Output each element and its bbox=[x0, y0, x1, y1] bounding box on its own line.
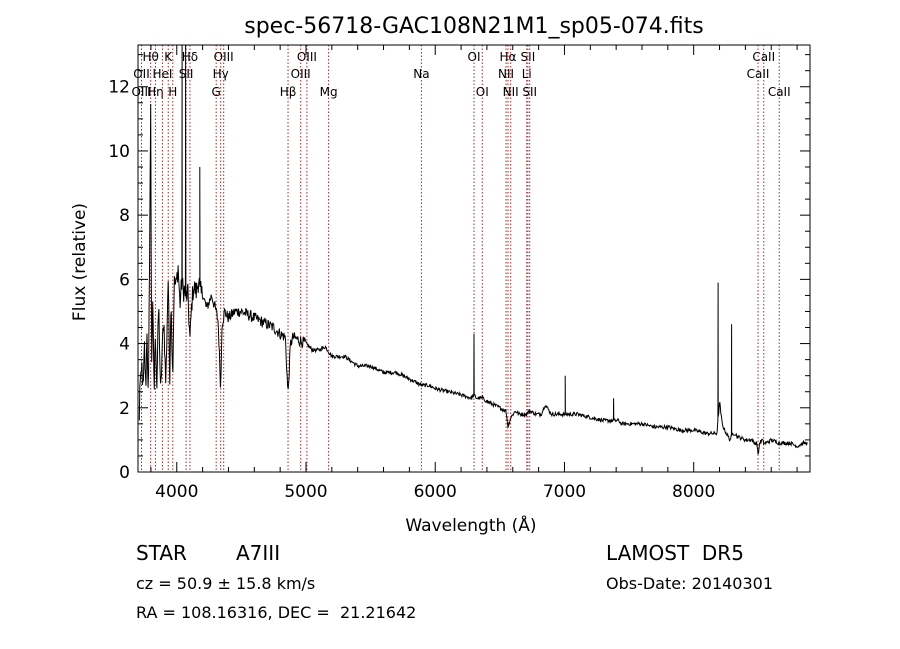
x-tick-label: 6000 bbox=[414, 482, 457, 502]
y-tick-label: 12 bbox=[108, 78, 130, 98]
y-tick-label: 10 bbox=[108, 142, 130, 162]
marker-label: NII bbox=[498, 67, 514, 81]
x-tick-label: 4000 bbox=[155, 482, 198, 502]
spectrum-line bbox=[138, 44, 808, 455]
axis-ticks: 4000 5000 6000 7000 8000 0 2 4 6 8 10 12 bbox=[108, 45, 810, 502]
y-tick-label: 8 bbox=[119, 206, 130, 226]
spectrum-layer bbox=[138, 44, 808, 455]
sky-coordinates: RA = 108.16316, DEC = 21.21642 bbox=[136, 603, 417, 622]
marker-label: OIII bbox=[297, 50, 317, 64]
marker-label: NII bbox=[503, 85, 519, 99]
marker-label: Hδ bbox=[182, 50, 198, 64]
chart-title: spec-56718-GAC108N21M1_sp05-074.fits bbox=[244, 14, 704, 39]
x-tick-label: 8000 bbox=[672, 482, 715, 502]
marker-label: CaII bbox=[747, 67, 770, 81]
marker-label: SII bbox=[521, 50, 536, 64]
marker-label: CaII bbox=[768, 85, 791, 99]
marker-label: HeI bbox=[152, 67, 172, 81]
marker-label: Hβ bbox=[280, 85, 297, 99]
redshift-cz: cz = 50.9 ± 15.8 km/s bbox=[136, 574, 316, 593]
object-subclass: A7III bbox=[236, 541, 281, 565]
y-tick-label: 6 bbox=[119, 270, 130, 290]
marker-label: Hγ bbox=[213, 67, 229, 81]
y-tick-label: 2 bbox=[119, 399, 130, 419]
marker-label: SII bbox=[522, 85, 537, 99]
marker-label: CaII bbox=[752, 50, 775, 64]
marker-label: Li bbox=[522, 67, 532, 81]
marker-label: OIII bbox=[291, 67, 311, 81]
marker-label: Mg bbox=[320, 85, 338, 99]
x-tick-label: 7000 bbox=[543, 482, 586, 502]
marker-label: OI bbox=[468, 50, 481, 64]
survey-label: LAMOST DR5 bbox=[606, 541, 744, 565]
marker-label: G bbox=[212, 85, 221, 99]
observation-date: Obs-Date: 20140301 bbox=[606, 574, 774, 593]
object-type: STAR bbox=[136, 541, 187, 565]
marker-label: Na bbox=[413, 67, 429, 81]
y-axis-label: Flux (relative) bbox=[70, 203, 90, 321]
y-tick-label: 4 bbox=[119, 335, 130, 355]
marker-label: Hα bbox=[500, 50, 517, 64]
marker-label: Hη bbox=[147, 85, 164, 99]
x-axis-label: Wavelength (Å) bbox=[405, 514, 536, 536]
x-tick-label: 5000 bbox=[284, 482, 327, 502]
y-tick-label: 0 bbox=[119, 463, 130, 483]
marker-label: H bbox=[168, 85, 177, 99]
plot-frame bbox=[137, 44, 811, 473]
marker-label: K bbox=[164, 50, 173, 64]
marker-label: OIII bbox=[214, 50, 234, 64]
marker-label: OIII bbox=[131, 85, 151, 99]
marker-label: OI bbox=[476, 85, 489, 99]
marker-label: Hθ bbox=[142, 50, 158, 64]
